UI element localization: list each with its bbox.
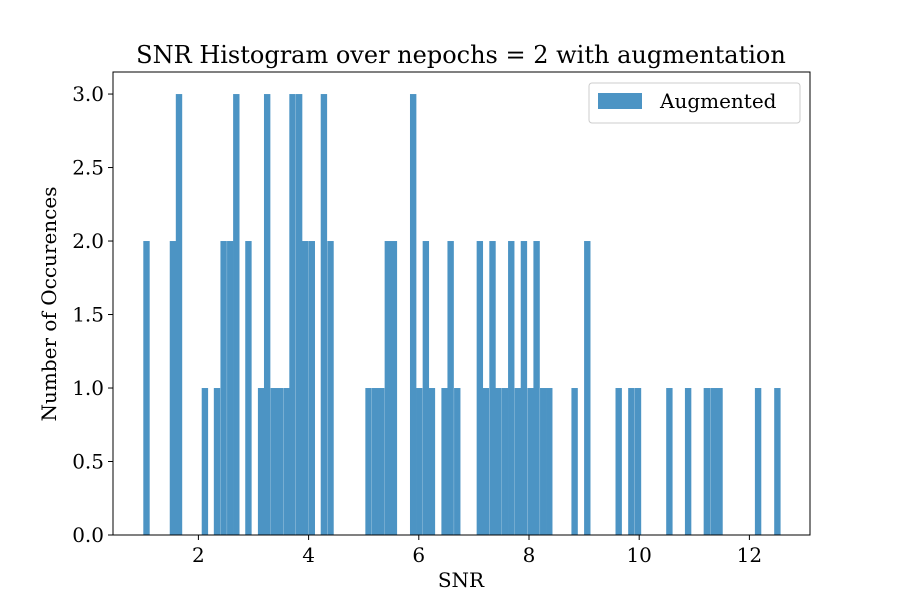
y-tick-label: 0.0 bbox=[72, 523, 104, 547]
histogram-bar bbox=[220, 241, 227, 535]
histogram-bar bbox=[320, 94, 328, 536]
histogram-bar bbox=[666, 388, 673, 535]
histogram-bar bbox=[508, 241, 515, 535]
histogram-bar bbox=[527, 388, 534, 535]
histogram-bar bbox=[428, 388, 436, 535]
x-axis-label: SNR bbox=[438, 568, 485, 592]
histogram-bar bbox=[301, 241, 309, 535]
x-tick-label: 12 bbox=[737, 543, 762, 567]
histogram-bar bbox=[703, 388, 711, 535]
histogram-bar bbox=[540, 388, 547, 535]
histogram-bar bbox=[489, 241, 496, 535]
y-axis-label: Number of Occurences bbox=[37, 187, 61, 422]
histogram-bar bbox=[263, 94, 271, 536]
histogram-bar bbox=[169, 241, 177, 535]
histogram-bar bbox=[502, 388, 509, 535]
x-axis-ticks: 2 4 6 8 10 12 bbox=[192, 535, 762, 567]
histogram-bar bbox=[175, 94, 183, 536]
histogram-bar bbox=[276, 388, 284, 535]
histogram-bar bbox=[227, 241, 234, 535]
histogram-bar bbox=[520, 241, 528, 535]
histogram-bar bbox=[454, 388, 461, 535]
histogram-bar bbox=[584, 241, 591, 535]
histogram-bars bbox=[143, 94, 781, 536]
histogram-bar bbox=[213, 388, 221, 535]
histogram-bar bbox=[447, 241, 454, 535]
legend-label: Augmented bbox=[659, 89, 777, 113]
histogram-bar bbox=[245, 241, 252, 535]
histogram-bar bbox=[476, 241, 484, 535]
histogram-bar bbox=[289, 94, 296, 536]
histogram-bar bbox=[390, 241, 398, 535]
histogram-bar bbox=[615, 388, 622, 535]
histogram-bar bbox=[441, 388, 448, 535]
y-tick-label: 3.0 bbox=[72, 82, 104, 106]
histogram-bar bbox=[308, 241, 315, 535]
histogram-bar bbox=[533, 241, 540, 535]
legend-swatch bbox=[598, 93, 642, 109]
histogram-bar bbox=[365, 388, 372, 535]
histogram-bar bbox=[257, 388, 265, 535]
histogram-bar bbox=[628, 388, 635, 535]
histogram-bar bbox=[201, 388, 209, 535]
histogram-bar bbox=[270, 388, 277, 535]
x-tick-label: 10 bbox=[626, 543, 651, 567]
histogram-bar bbox=[754, 388, 762, 535]
histogram-bar bbox=[416, 388, 423, 535]
histogram-bar bbox=[774, 388, 781, 535]
histogram-bar bbox=[283, 388, 290, 535]
histogram-bar bbox=[143, 241, 150, 535]
y-tick-label: 2.0 bbox=[72, 229, 104, 253]
y-tick-label: 0.5 bbox=[72, 450, 104, 474]
x-tick-label: 6 bbox=[412, 543, 425, 567]
legend: Augmented bbox=[588, 82, 801, 124]
y-tick-label: 1.0 bbox=[72, 376, 104, 400]
chart-title: SNR Histogram over nepochs = 2 with augm… bbox=[136, 41, 786, 69]
histogram-bar bbox=[495, 388, 502, 535]
histogram-bar bbox=[233, 94, 240, 536]
histogram-bar bbox=[546, 388, 553, 535]
histogram-bar bbox=[482, 388, 490, 535]
histogram-bar bbox=[371, 388, 379, 535]
histogram-bar bbox=[634, 388, 642, 535]
histogram-bar bbox=[378, 388, 385, 535]
plot-frame bbox=[112, 71, 811, 536]
histogram-bar bbox=[716, 388, 723, 535]
y-tick-label: 2.5 bbox=[72, 156, 104, 180]
y-axis-ticks: 0.0 0.5 1.0 1.5 2.0 2.5 3.0 bbox=[72, 82, 113, 547]
histogram-bar bbox=[422, 241, 430, 535]
y-tick-label: 1.5 bbox=[72, 303, 104, 327]
histogram-bar bbox=[409, 94, 417, 536]
histogram-bar bbox=[295, 94, 303, 536]
histogram-bar bbox=[571, 388, 578, 535]
histogram-bar bbox=[710, 388, 717, 535]
histogram-bar bbox=[684, 388, 692, 535]
x-tick-label: 2 bbox=[192, 543, 205, 567]
x-tick-label: 8 bbox=[523, 543, 536, 567]
histogram-bar bbox=[514, 388, 522, 535]
histogram-bar bbox=[327, 241, 334, 535]
x-tick-label: 4 bbox=[302, 543, 315, 567]
histogram-bar bbox=[384, 241, 392, 535]
